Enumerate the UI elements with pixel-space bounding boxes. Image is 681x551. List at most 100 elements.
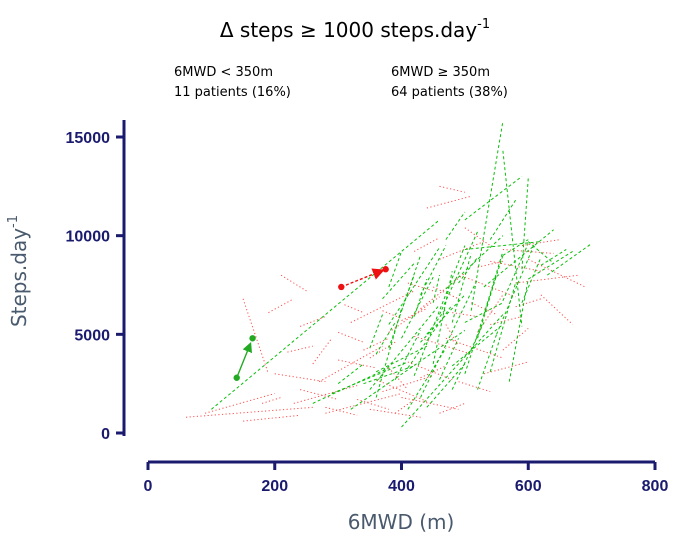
increase-segment — [445, 235, 504, 290]
increase-segment — [401, 276, 434, 339]
decrease-segment — [502, 248, 554, 254]
decrease-segment — [382, 375, 434, 393]
decrease-segment — [338, 359, 377, 369]
decrease-segment — [452, 312, 478, 318]
increase-segment — [375, 308, 402, 398]
decrease-segment — [299, 316, 326, 327]
mean-end-point — [249, 335, 256, 342]
increase-segment — [451, 253, 472, 323]
mean-series — [233, 266, 389, 381]
decrease-segment — [280, 274, 307, 292]
decrease-segment — [420, 272, 466, 310]
decrease-segment — [312, 337, 333, 365]
increase-segment — [369, 314, 383, 349]
decrease-segment — [268, 298, 295, 314]
decrease-segment — [458, 381, 491, 393]
chart-title: Δ steps ≥ 1000 steps.day-1 — [220, 17, 490, 42]
decrease-segment — [439, 402, 466, 414]
increase-segment — [521, 257, 542, 303]
increase-segment — [483, 229, 554, 288]
x-tick-label: 400 — [388, 478, 415, 495]
decrease-segment — [356, 398, 389, 410]
decrease-segment — [242, 298, 269, 374]
annotation-group-1-line2: 11 patients (16%) — [174, 85, 291, 100]
x-tick-label: 0 — [144, 478, 153, 495]
increase-segment — [375, 322, 396, 355]
increase-segment — [388, 247, 440, 325]
increase-segment — [211, 219, 440, 410]
increase-segment — [521, 178, 529, 270]
decrease-segment — [299, 389, 339, 400]
x-tick-label: 600 — [515, 478, 542, 495]
x-tick-label: 800 — [642, 478, 669, 495]
mean-end-point — [382, 266, 389, 273]
increase-segment — [458, 257, 478, 284]
decrease-segment — [439, 185, 465, 193]
chart-title-superscript: -1 — [477, 17, 490, 32]
increase-segment — [337, 363, 364, 385]
increase-segment — [426, 308, 447, 335]
increase-segment — [502, 239, 529, 256]
decrease-segment — [432, 286, 459, 300]
increase-segment — [502, 150, 523, 327]
increase-segment — [540, 249, 567, 266]
decrease-segment — [483, 361, 529, 375]
annotation-group-1-line1: 6MWD < 350m — [174, 65, 273, 80]
y-tick-label: 5000 — [74, 327, 110, 344]
decrease-segment — [477, 294, 504, 333]
decrease-segment — [375, 379, 428, 402]
increase-segment — [527, 241, 554, 264]
increase-segment — [407, 347, 447, 410]
decrease-segment — [369, 341, 396, 359]
decrease-segments — [185, 185, 586, 422]
decrease-segment — [243, 414, 301, 422]
decrease-segment — [204, 393, 275, 414]
increase-segment — [451, 322, 485, 390]
increase-segment — [464, 176, 523, 221]
increase-segment — [407, 304, 453, 369]
increase-segment — [394, 330, 421, 380]
increase-segment — [451, 324, 504, 367]
increase-segment — [546, 243, 592, 276]
decrease-segment — [445, 324, 459, 347]
decrease-segment — [363, 337, 390, 351]
increase-segment — [445, 211, 466, 240]
decrease-segment — [401, 396, 459, 410]
annotation-group-2-line2: 64 patients (38%) — [391, 85, 508, 100]
increase-segment — [363, 365, 415, 385]
y-ticks: 0 5000 10000 15000 — [66, 130, 124, 443]
y-tick-label: 15000 — [66, 130, 111, 147]
decrease-segment — [388, 367, 409, 390]
decrease-segment — [426, 195, 472, 209]
increase-segment — [432, 275, 441, 303]
decrease-segment — [344, 304, 364, 314]
decrease-segment — [407, 282, 434, 292]
increase-segment — [508, 278, 529, 382]
increase-segment — [464, 241, 541, 250]
increase-segment — [375, 345, 428, 373]
decrease-segment — [274, 373, 326, 383]
increase-segment — [527, 251, 573, 280]
annotation-group-2-line1: 6MWD ≥ 350m — [391, 65, 490, 80]
decrease-segment — [394, 399, 415, 414]
decrease-segment — [540, 294, 573, 325]
y-tick-label: 10000 — [66, 229, 111, 246]
increase-segment — [331, 361, 409, 394]
decrease-segment — [528, 258, 586, 288]
increase-segment — [439, 338, 459, 380]
increase-segment — [432, 271, 453, 365]
increase-segment — [369, 304, 440, 390]
decrease-segment — [325, 393, 402, 414]
x-ticks: 0 200 400 600 800 — [144, 462, 669, 495]
decrease-segment — [471, 302, 497, 316]
increase-segment — [502, 243, 529, 301]
y-axis-label-superscript: -1 — [6, 215, 21, 228]
increase-segment — [382, 262, 415, 300]
increase-segment — [388, 251, 402, 288]
increase-segment — [477, 334, 498, 390]
decrease-segment — [287, 345, 313, 353]
decrease-segment — [318, 345, 383, 383]
mean-arrow-high-6mwd — [341, 268, 385, 288]
x-axis-label: 6MWD (m) — [348, 510, 455, 534]
